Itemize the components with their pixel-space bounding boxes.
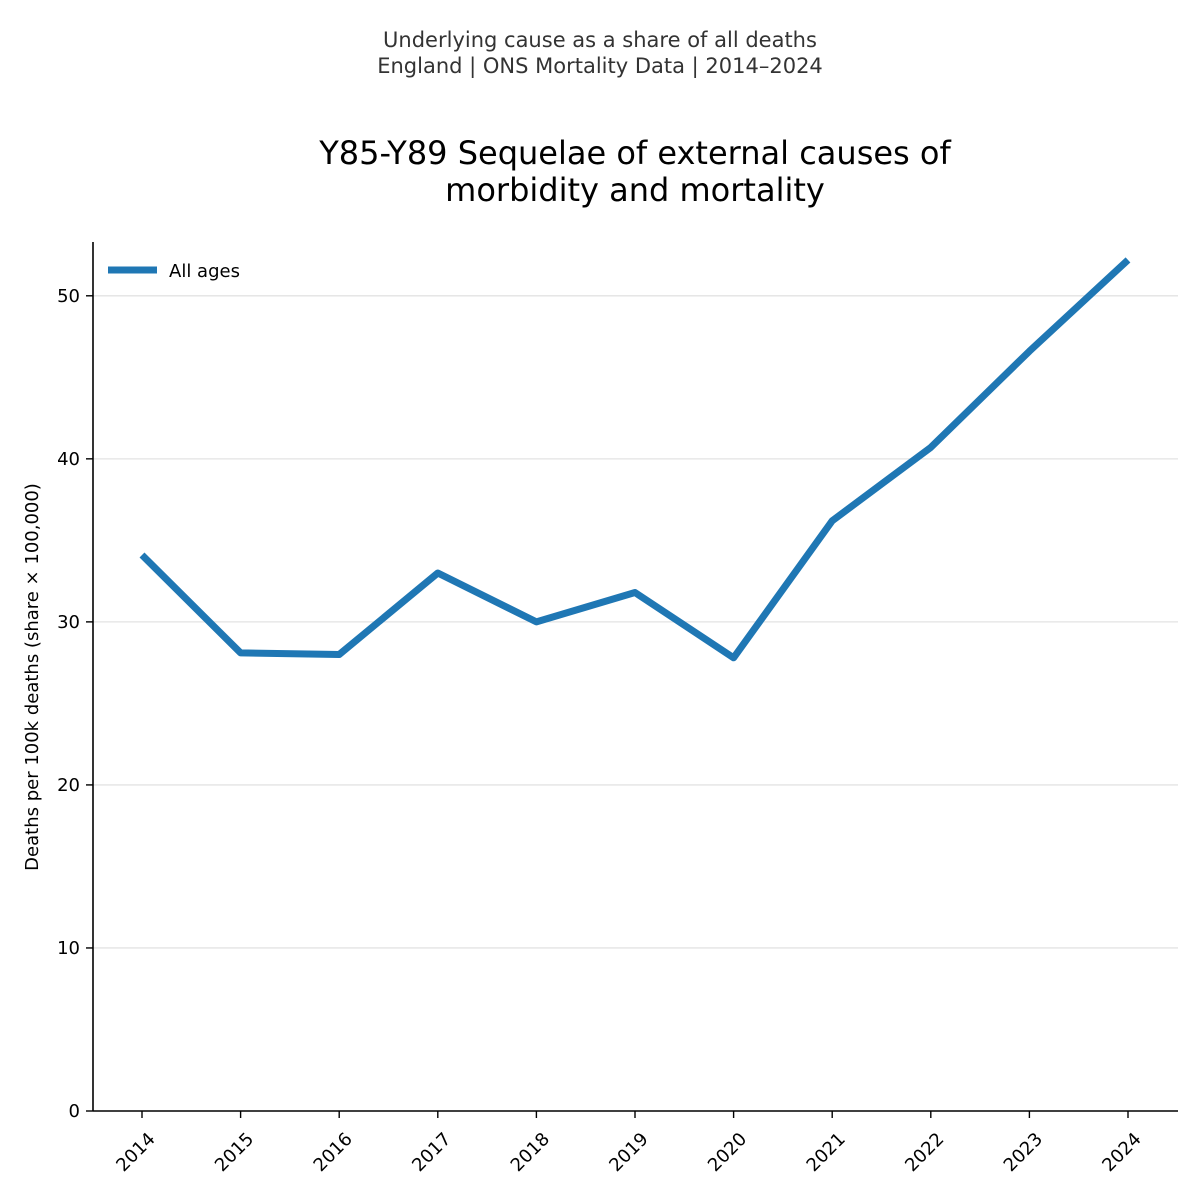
x-tick-label: 2023 [1000, 1129, 1047, 1176]
x-tick-label: 2016 [310, 1129, 357, 1176]
chart-title-line-2: morbidity and mortality [445, 171, 825, 209]
x-axis-ticks: 2014 2015 2016 2017 2018 2019 2020 2021 2022 2023… [112, 1111, 1146, 1176]
x-tick-label: 2024 [1098, 1129, 1145, 1176]
x-tick-label: 2015 [211, 1129, 258, 1176]
series-layer [139, 257, 1131, 662]
y-axis-label: Deaths per 100k deaths (share × 100,000) [22, 483, 43, 871]
y-tick-label: 30 [57, 612, 80, 633]
chart-title-line-1: Y85-Y89 Sequelae of external causes of [318, 134, 951, 172]
legend-label-all-ages: All ages [169, 261, 240, 282]
y-tick-label: 0 [69, 1101, 80, 1122]
x-tick-label: 2021 [803, 1129, 850, 1176]
legend: All ages [108, 261, 240, 282]
series-line-all-ages [139, 257, 1131, 662]
y-tick-label: 50 [57, 286, 80, 307]
x-tick-label: 2014 [112, 1129, 159, 1176]
x-tick-label: 2018 [507, 1129, 554, 1176]
x-tick-label: 2020 [704, 1129, 751, 1176]
y-tick-label: 20 [57, 775, 80, 796]
y-tick-label: 40 [57, 449, 80, 470]
y-gridlines [93, 295, 1178, 949]
x-tick-label: 2019 [605, 1129, 652, 1176]
axes [92, 242, 1178, 1112]
y-tick-label: 10 [57, 938, 80, 959]
y-axis-ticks: 0 10 20 30 40 50 [57, 286, 93, 1122]
x-tick-label: 2022 [901, 1129, 948, 1176]
chart-suptitle-line-1: Underlying cause as a share of all death… [383, 28, 817, 52]
chart-suptitle-line-2: England | ONS Mortality Data | 2014–2024 [377, 54, 823, 79]
x-tick-label: 2017 [408, 1129, 455, 1176]
